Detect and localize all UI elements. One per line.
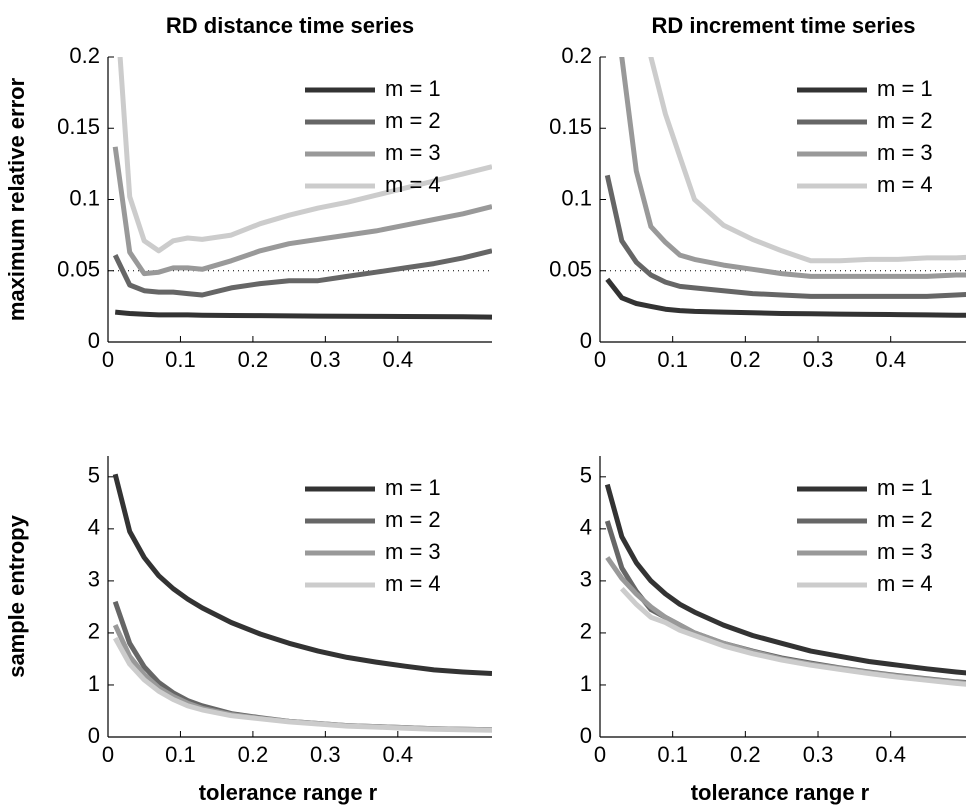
legend-label: m = 3 [385,140,441,165]
subplot: tolerance range r 0 1 2 3 4 5 0 0.1 0.2 0.3 0.4 m = … [580,456,966,805]
chart-title: RD increment time series [651,13,915,38]
x-tick-label: 0.4 [383,347,414,372]
series-line [114,309,492,320]
series-line [619,57,966,279]
legend-label: m = 1 [877,475,933,500]
y-tick-label: 0.05 [57,257,100,282]
plot-area [604,483,966,687]
legend-label: m = 1 [385,76,441,101]
legend-label: m = 4 [385,172,441,197]
y-tick-label: 2 [88,619,100,644]
legend-label: m = 4 [385,571,441,596]
legend-label: m = 3 [385,539,441,564]
y-tick-label: 5 [580,463,592,488]
y-tick-label: 4 [580,515,592,540]
series-line [112,624,492,733]
x-tick-label: 0.3 [803,742,834,767]
legend-label: m = 3 [877,140,933,165]
x-tick-label: 0.4 [383,742,414,767]
y-tick-label: 0.05 [549,257,592,282]
legend-label: m = 1 [385,475,441,500]
x-tick-label: 0.2 [238,742,269,767]
x-tick-label: 0.3 [310,347,341,372]
plot-area [112,473,492,733]
x-tick-label: 0 [594,347,606,372]
x-tick-label: 0.1 [657,742,688,767]
x-tick-label: 0.4 [875,742,906,767]
y-tick-label: 0.1 [69,185,100,210]
legend-label: m = 2 [877,507,933,532]
series-line [112,248,492,298]
y-tick-label: 0.1 [561,185,592,210]
y-axis-label: maximum relative error [4,77,29,321]
subplot: sample entropy tolerance range r 0 1 2 3 4 5 0 0.… [4,456,492,805]
series-line [604,174,966,299]
x-axis-label: tolerance range r [691,780,870,805]
x-tick-label: 0 [102,742,114,767]
series-line [117,57,492,254]
y-tick-label: 5 [88,463,100,488]
legend-label: m = 2 [385,108,441,133]
y-tick-label: 3 [88,567,100,592]
y-tick-label: 3 [580,567,592,592]
y-tick-label: 0 [580,328,592,353]
legend-label: m = 2 [877,108,933,133]
y-tick-label: 0.2 [561,43,592,68]
y-tick-label: 0 [88,723,100,748]
series-line [112,473,492,676]
y-axis-label: sample entropy [4,514,29,677]
x-tick-label: 0.2 [238,347,269,372]
y-tick-label: 0 [88,328,100,353]
x-tick-label: 0.2 [730,742,761,767]
y-tick-label: 1 [88,671,100,696]
y-tick-label: 4 [88,515,100,540]
legend-label: m = 1 [877,76,933,101]
legend-label: m = 4 [877,571,933,596]
legend-label: m = 2 [385,507,441,532]
x-tick-label: 0.3 [803,347,834,372]
y-tick-label: 0.15 [549,114,592,139]
y-tick-label: 0 [580,723,592,748]
series-line [112,600,492,733]
x-tick-label: 0.2 [730,347,761,372]
series-line [113,636,492,733]
subplot: RD distance time series maximum relative … [4,13,492,372]
series-line [604,483,966,676]
plot-area [112,57,492,320]
chart-title: RD distance time series [166,13,414,38]
x-tick-label: 0.1 [657,347,688,372]
x-axis-label: tolerance range r [199,780,378,805]
x-tick-label: 0.4 [875,347,906,372]
x-tick-label: 0 [102,347,114,372]
plot-area [604,57,966,318]
series-line [605,277,966,318]
x-tick-label: 0.1 [165,347,196,372]
x-tick-label: 0.3 [310,742,341,767]
y-tick-label: 0.15 [57,114,100,139]
y-tick-label: 0.2 [69,43,100,68]
series-line [648,57,966,264]
series-line [112,146,492,277]
legend-label: m = 4 [877,172,933,197]
x-tick-label: 0.1 [165,742,196,767]
legend-label: m = 3 [877,539,933,564]
y-tick-label: 2 [580,619,592,644]
series-line [619,586,966,687]
x-tick-label: 0 [594,742,606,767]
subplot: RD increment time series 0 0.05 0.1 0.15 0.2 0… [549,13,966,372]
y-tick-label: 1 [580,671,592,696]
